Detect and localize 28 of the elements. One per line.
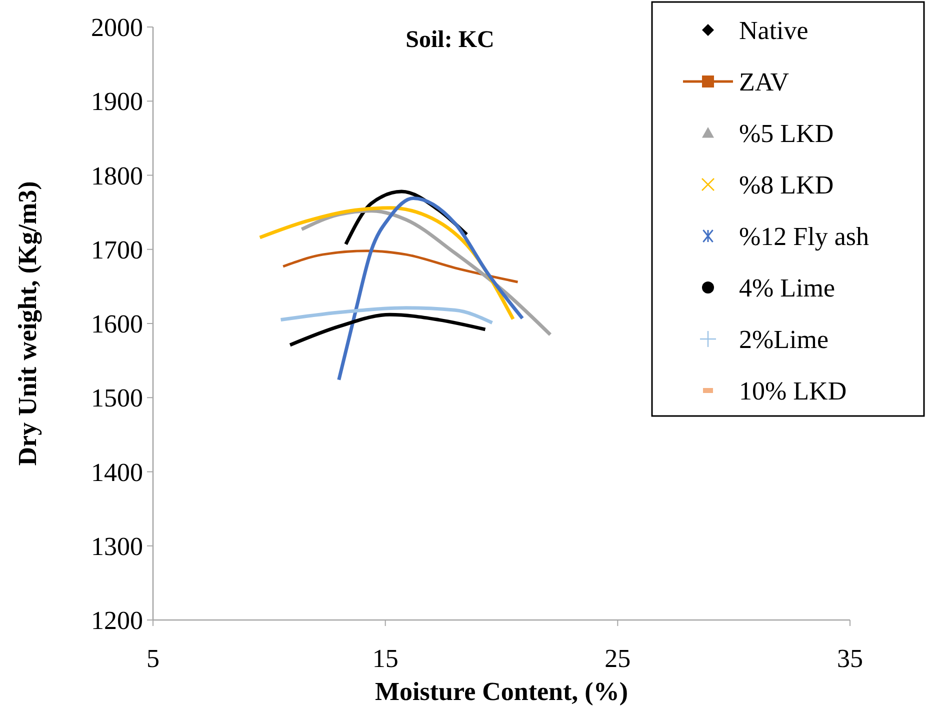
x-tick-label: 15 xyxy=(372,644,398,673)
y-tick-label: 1600 xyxy=(91,310,143,338)
legend-label: 2%Lime xyxy=(739,325,829,354)
line-series xyxy=(279,306,494,325)
x-tick-label: 5 xyxy=(146,644,160,673)
y-tick-label: 1400 xyxy=(91,458,143,487)
legend-label: %8 LKD xyxy=(739,170,834,200)
y-tick-label: 1700 xyxy=(91,235,143,264)
x-tick-label: 35 xyxy=(837,644,863,673)
y-tick-label: 1500 xyxy=(91,384,143,413)
y-tick-label: 1200 xyxy=(91,606,143,635)
chart-title: Soil: KC xyxy=(406,27,494,53)
line-series xyxy=(337,196,524,382)
legend-label: Native xyxy=(739,16,808,45)
y-tick-label: 1800 xyxy=(91,161,143,190)
legend-label: %12 Fly ash xyxy=(739,222,869,251)
x-tick-label: 25 xyxy=(604,644,631,673)
y-tick-label: 1300 xyxy=(91,532,143,561)
y-axis-title: Dry Unit weight, (Kg/m3) xyxy=(13,181,42,466)
line-series xyxy=(282,250,520,284)
legend-label: ZAV xyxy=(739,68,790,96)
y-tick-label: 2000 xyxy=(91,13,143,42)
legend-label: 10% LKD xyxy=(739,376,847,406)
legend-label: %5 LKD xyxy=(739,119,834,148)
y-tick-label: 1900 xyxy=(91,87,143,116)
x-axis-title: Moisture Content, (%) xyxy=(375,677,628,706)
line-series xyxy=(288,312,487,347)
legend-label: 4% Lime xyxy=(739,274,836,302)
